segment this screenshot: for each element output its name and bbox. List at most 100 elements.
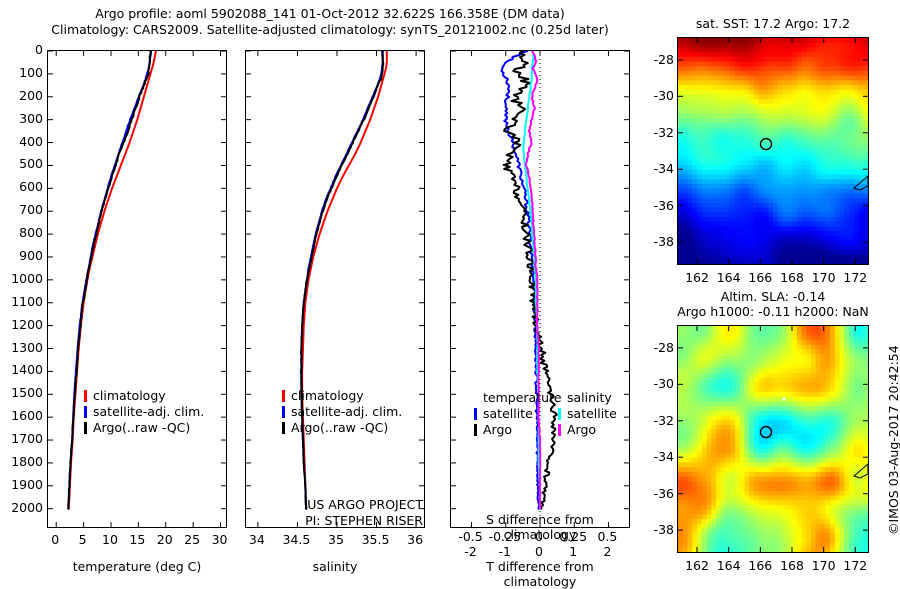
sla-map-longitude-tick-label: 166 xyxy=(748,558,773,573)
salinity-tick-label: 34 xyxy=(248,532,265,547)
depth-tick-label: 1500 xyxy=(11,385,43,401)
legend-color-swatch xyxy=(84,422,87,434)
temperature-tick-label: 0 xyxy=(51,532,60,547)
sst-map-latitude-tick-label: -32 xyxy=(653,124,674,140)
sst-map-latitude-tick-label: -30 xyxy=(653,88,674,104)
principal-investigator: PI: STEPHEN RISER xyxy=(305,513,423,528)
salinity-tick-label: 34.5 xyxy=(282,532,311,547)
sla-map-title: Altim. SLA: -0.14 Argo h1000: -0.11 h200… xyxy=(677,289,869,319)
sst-map-image xyxy=(678,38,868,264)
legend-item: satellite-adj. clim. xyxy=(282,404,402,420)
sla-title-line-2: Argo h1000: -0.11 h2000: NaN xyxy=(677,304,869,319)
legend-label: satellite xyxy=(483,406,533,421)
difference-plot-area xyxy=(451,51,629,527)
legend-item: satellite xyxy=(474,406,558,422)
legend-item: satellite xyxy=(558,406,642,422)
legend-label: Argo(..raw -QC) xyxy=(291,420,389,435)
salinity-profile-panel xyxy=(245,50,425,528)
temperature-axis-label: temperature (deg C) xyxy=(72,559,202,574)
salinity-legend: climatology satellite-adj. clim. Argo(..ra… xyxy=(282,388,402,436)
legend-label: climatology xyxy=(93,388,166,403)
sst-map-latitude-tick-label: -38 xyxy=(653,234,674,250)
legend-label: Argo xyxy=(483,422,513,437)
figure-title: Argo profile: aoml 5902088_141 01-Oct-20… xyxy=(0,6,660,38)
legend-group-temperature: temperature xyxy=(483,390,562,405)
legend-label: climatology xyxy=(291,388,364,403)
temperature-tick-label: 5 xyxy=(78,532,87,547)
legend-item: Argo xyxy=(558,422,642,438)
legend-item: Argo xyxy=(474,422,558,438)
sst-map-longitude-tick-label: 166 xyxy=(748,270,773,285)
legend-color-swatch xyxy=(558,408,561,420)
legend-items-salinity: satellite Argo xyxy=(558,406,642,438)
title-line-1: Argo profile: aoml 5902088_141 01-Oct-20… xyxy=(95,6,565,21)
depth-tick-label: 100 xyxy=(19,64,43,80)
depth-tick-label: 1200 xyxy=(11,316,43,332)
sla-map-longitude-tick-label: 170 xyxy=(811,558,836,573)
sla-map-latitude-tick-label: -38 xyxy=(653,522,674,538)
temperature-legend: climatology satellite-adj. clim. Argo(..ra… xyxy=(84,388,204,436)
sst-map-latitude-tick-label: -28 xyxy=(653,51,674,67)
project-credit-note: US ARGO PROJECT PI: STEPHEN RISER xyxy=(245,497,423,529)
temperature-difference-tick-label: 2 xyxy=(603,544,612,559)
sla-map-panel xyxy=(677,325,869,553)
depth-tick-label: 1800 xyxy=(11,453,43,469)
sst-map-longitude-tick-label: 168 xyxy=(780,270,804,285)
legend-label: satellite-adj. clim. xyxy=(93,404,205,419)
depth-tick-label: 500 xyxy=(19,156,43,172)
sst-map-panel xyxy=(677,37,869,265)
sla-map-latitude-tick-label: -36 xyxy=(653,485,674,501)
depth-tick-label: 300 xyxy=(19,110,43,126)
salinity-difference-tick-label: -0.5 xyxy=(458,529,483,544)
sst-map-longitude-tick-label: 164 xyxy=(716,270,741,285)
temperature-tick-label: 25 xyxy=(184,532,201,547)
salinity-tick-label: 36 xyxy=(407,532,424,547)
imos-credit: ©IMOS 03-Aug-2017 20:42:54 xyxy=(886,345,900,535)
legend-label: satellite-adj. clim. xyxy=(291,404,403,419)
depth-tick-label: 700 xyxy=(19,202,43,218)
salinity-axis-label: salinity xyxy=(312,559,358,574)
sla-map-image xyxy=(678,326,868,552)
title-line-2: Climatology: CARS2009. Satellite-adjuste… xyxy=(51,22,609,37)
legend-color-swatch xyxy=(474,424,477,436)
depth-tick-label: 400 xyxy=(19,133,43,149)
temperature-plot-area xyxy=(48,51,226,527)
legend-items-temperature: satellite Argo xyxy=(474,406,558,438)
legend-label: Argo xyxy=(567,422,597,437)
depth-tick-label: 1700 xyxy=(11,431,43,447)
depth-tick-label: 1100 xyxy=(11,293,43,309)
temperature-profile-panel xyxy=(47,50,227,528)
legend-item: climatology xyxy=(84,388,204,404)
sst-map-latitude-tick-label: -36 xyxy=(653,197,674,213)
legend-color-swatch xyxy=(84,390,87,402)
legend-item: Argo(..raw -QC) xyxy=(282,420,402,436)
difference-legend: temperature satellite Argo salinity satel… xyxy=(474,390,642,438)
sla-title-line-1: Altim. SLA: -0.14 xyxy=(720,289,826,304)
depth-tick-label: 2000 xyxy=(11,499,43,515)
sla-map-latitude-tick-label: -28 xyxy=(653,339,674,355)
temperature-difference-tick-label: 1 xyxy=(569,544,578,559)
depth-tick-label: 1600 xyxy=(11,408,43,424)
salinity-difference-label: S difference from climatology xyxy=(486,512,594,542)
legend-item: Argo(..raw -QC) xyxy=(84,420,204,436)
sla-map-longitude-tick-label: 164 xyxy=(716,558,741,573)
temperature-difference-tick-label: -1 xyxy=(498,544,511,559)
legend-label: satellite xyxy=(567,406,617,421)
temperature-tick-label: 30 xyxy=(211,532,228,547)
depth-tick-label: 600 xyxy=(19,179,43,195)
salinity-tick-label: 35.5 xyxy=(361,532,390,547)
sla-map-latitude-tick-label: -30 xyxy=(653,376,674,392)
temperature-difference-label: T difference from climatology xyxy=(486,559,594,589)
sst-map-longitude-tick-label: 170 xyxy=(811,270,836,285)
legend-color-swatch xyxy=(282,406,285,418)
project-name: US ARGO PROJECT xyxy=(307,497,423,512)
salinity-difference-tick-label: 0.5 xyxy=(597,529,618,544)
legend-color-swatch xyxy=(84,406,87,418)
depth-tick-label: 1000 xyxy=(11,270,43,286)
legend-item: satellite-adj. clim. xyxy=(84,404,204,420)
sla-map-latitude-tick-label: -34 xyxy=(653,449,674,465)
depth-tick-label: 900 xyxy=(19,247,43,263)
sla-map-longitude-tick-label: 172 xyxy=(843,558,868,573)
temperature-difference-tick-label: 0 xyxy=(535,544,543,559)
